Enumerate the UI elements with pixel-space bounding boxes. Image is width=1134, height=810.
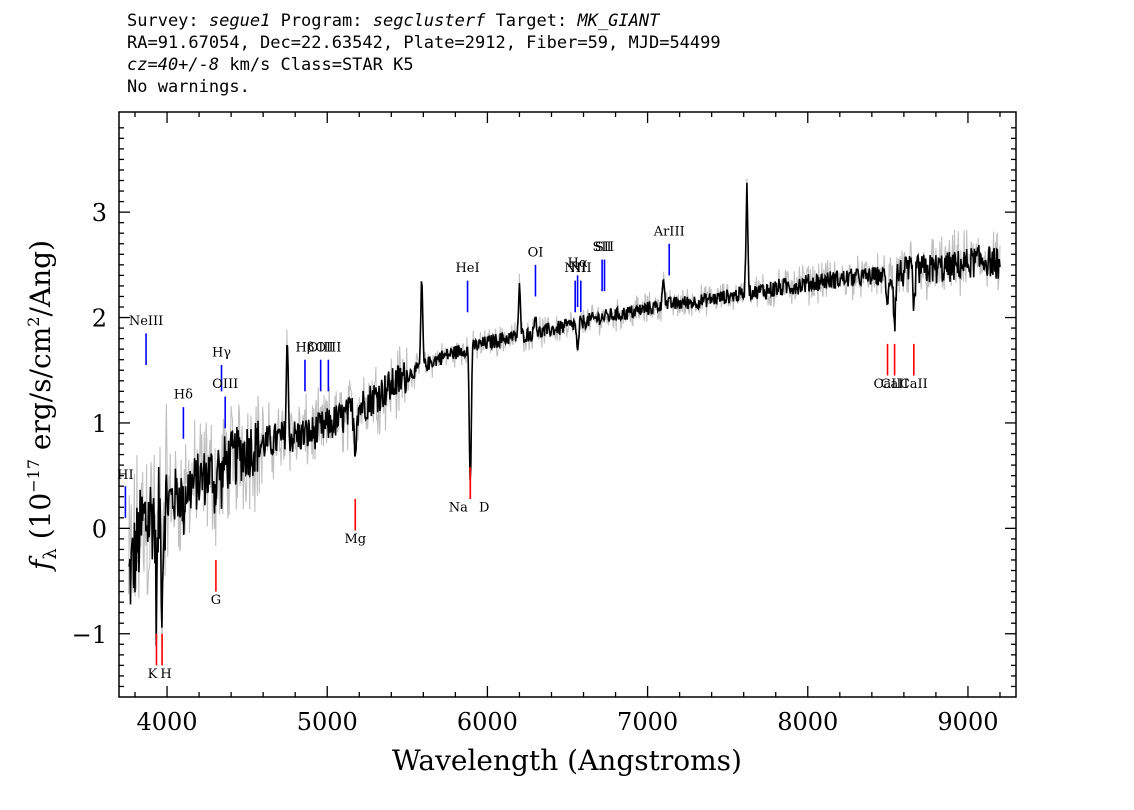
y-tick-label: 0 [92, 515, 107, 543]
absorption-line-label: D [479, 500, 489, 515]
x-tick-label: 6000 [457, 708, 518, 736]
emission-line-label: Hδ [174, 388, 193, 403]
cz-value: cz=40+/-8 [127, 55, 220, 75]
class-text: km/s Class=STAR K5 [219, 55, 414, 75]
emission-line-label: OIII [212, 377, 238, 392]
emission-line-label: SII [593, 240, 612, 255]
emission-line-label: NII [570, 261, 592, 276]
emission-line-label: Hα [568, 256, 588, 271]
header-line-warnings: No warnings. [127, 77, 250, 97]
y-tick-label: 2 [92, 305, 107, 333]
y-tick-label: −1 [72, 621, 107, 649]
axis-ticks [119, 112, 1016, 697]
y-axis-title-subscript: λ [40, 548, 61, 559]
y-axis-title-part3: /Ang) [24, 240, 57, 317]
error-spectrum-line [128, 178, 1001, 665]
emission-line-label: NeIII [129, 314, 163, 329]
header-line-redshift: cz=40+/-8 km/s Class=STAR K5 [127, 54, 721, 76]
survey-label: Survey: [127, 11, 199, 31]
absorption-line-label: CaII [874, 377, 902, 392]
absorption-line-label: K [148, 667, 158, 682]
spectrum-header: Survey: segue1 Program: segclusterf Targ… [127, 10, 721, 98]
emission-line-label: HI [117, 468, 133, 483]
flux-spectrum [128, 182, 1001, 646]
emission-line-label: NII [564, 261, 586, 276]
emission-line-label: Hγ [212, 346, 231, 361]
y-axis-title-part2: erg/s/cm [24, 327, 57, 459]
x-tick-label: 9000 [937, 708, 998, 736]
y-axis-title-part1: (10 [24, 493, 57, 548]
x-tick-label: 5000 [297, 708, 358, 736]
emission-line-label: ArIII [653, 224, 685, 239]
y-axis-title-exponent1: −17 [24, 459, 43, 493]
absorption-line-label: Na [449, 500, 468, 515]
plot-frame [118, 111, 1017, 698]
y-tick-label: 3 [92, 199, 107, 227]
absorption-line-label: CaII [900, 377, 928, 392]
header-line-coordinates: RA=91.67054, Dec=22.63542, Plate=2912, F… [127, 33, 721, 53]
y-tick-label: 1 [92, 410, 107, 438]
header-line-survey: Survey: segue1 Program: segclusterf Targ… [127, 10, 721, 32]
emission-line-label: SII [595, 240, 614, 255]
axis-tick-labels: 4000 5000 6000 7000 8000 9000 −1 0 1 2 3 [72, 199, 999, 736]
emission-line-label: OIII [308, 340, 334, 355]
absorption-line-label: H [160, 667, 171, 682]
emission-line-label: OI [528, 245, 544, 260]
y-axis-title: fλ (10−17 erg/s/cm2/Ang) [24, 240, 61, 572]
x-tick-label: 4000 [137, 708, 198, 736]
error-band [128, 178, 1001, 665]
emission-line-label: HeI [455, 261, 479, 276]
spectral-line-markers: HINeIIIHδHγOIIIHβOIIIOIIIHeIOINIIHαNIISI… [117, 224, 928, 682]
target-label: Target: [495, 11, 568, 31]
y-axis-title-exponent2: 2 [24, 317, 43, 327]
survey-value: segue1 [208, 11, 271, 31]
x-axis-title: Wavelength (Angstroms) [392, 744, 742, 777]
absorption-line-label: Mg [344, 532, 366, 547]
program-label: Program: [280, 11, 363, 31]
x-tick-label: 7000 [617, 708, 678, 736]
emission-line-label: Hβ [296, 340, 315, 355]
absorption-line-label: CaII [881, 377, 909, 392]
flux-spectrum-line [128, 182, 1001, 646]
emission-line-label: OIII [315, 340, 341, 355]
absorption-line-label: G [211, 593, 221, 608]
x-tick-label: 8000 [777, 708, 838, 736]
program-value: segclusterf [372, 11, 486, 31]
target-value: MK_GIANT [577, 11, 660, 31]
